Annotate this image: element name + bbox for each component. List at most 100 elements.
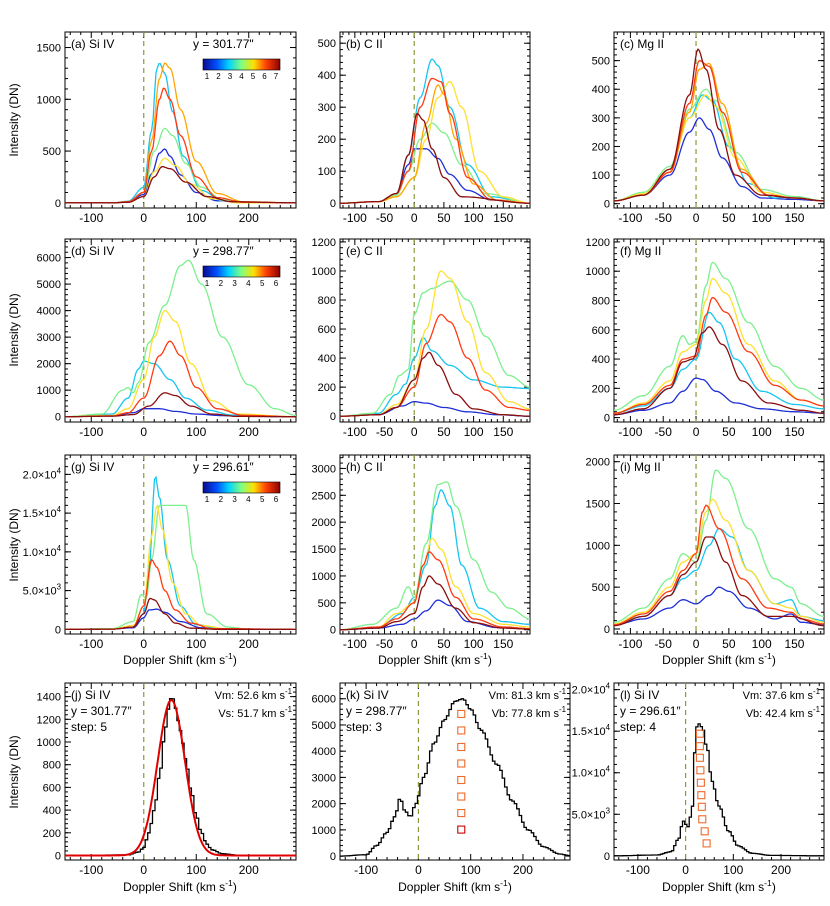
y-tick-label: 1200: [37, 714, 61, 726]
series-line-step1: [340, 148, 530, 204]
y-tick-label: 400: [318, 70, 336, 82]
y-tick-label: 3000: [312, 463, 336, 475]
x-tick-label: 150: [493, 211, 513, 225]
y-tick-label: 0: [330, 198, 336, 210]
series-line-step4: [340, 81, 530, 204]
x-tick-label: 100: [186, 863, 206, 877]
bisector-marker: [457, 742, 466, 752]
x-tick-label: 200: [239, 425, 259, 439]
x-tick-label: 0: [411, 637, 418, 651]
y-tick-label: 400: [43, 805, 61, 817]
series-line-step4: [340, 537, 530, 631]
y-tick-label: 200: [318, 134, 336, 146]
y-tick-label: 200: [592, 141, 610, 153]
x-axis-label: Doppler Shift (km s-1): [123, 651, 237, 667]
series-line-step6: [614, 504, 824, 626]
colorbar-tick: 7: [274, 72, 279, 81]
y-tick-label: 1500: [586, 499, 610, 511]
vm-label: Vm: 81.3 km s-1: [489, 687, 567, 702]
plot-frame: [613, 682, 825, 861]
colorbar-tick: 3: [232, 495, 237, 504]
panel-label: (a) Si IV: [71, 37, 114, 51]
y-tick-label: 1000: [37, 737, 61, 749]
y-tick-label: 300: [318, 102, 336, 114]
x-tick-label: 0: [140, 863, 147, 877]
series-line-step6: [614, 296, 824, 414]
x-tick-label: 200: [771, 863, 791, 877]
ylabel-row3: Intensity (DN): [7, 508, 21, 581]
panel-c: -100 -50 0 50 100 150 0 100 200 300 400 500 (c) Mg I…: [592, 31, 825, 225]
step-label: step: 5: [71, 720, 107, 734]
x-tick-label: 150: [784, 211, 804, 225]
y-tick-label: 0: [604, 624, 610, 636]
series-line-step2: [340, 489, 530, 631]
y-tick-label: 5.0×103: [23, 583, 62, 598]
series-line-step6: [65, 340, 296, 418]
y-tick-label: 200: [318, 382, 336, 394]
x-tick-label: 50: [437, 425, 451, 439]
y-tick-label: 1000: [37, 94, 61, 106]
series-line-step1: [614, 586, 824, 626]
plot-area: [614, 723, 824, 857]
bisector-marker: [696, 766, 705, 775]
series-line-step7: [65, 597, 296, 631]
x-tick-label: 0: [411, 211, 418, 225]
x-tick-label: 50: [437, 637, 451, 651]
plot-frame: [339, 31, 531, 209]
plot-area: [614, 261, 824, 416]
series-line-step7: [614, 536, 824, 627]
bisector-marker: [698, 815, 707, 824]
bisector-marker: [696, 778, 705, 787]
bisector-marker: [457, 792, 466, 801]
series-line-step6: [340, 551, 530, 631]
colorbar-tick: 2: [216, 72, 221, 81]
panel-h: -100 -50 0 50 100 150050010001500200025003000…: [312, 454, 531, 651]
x-tick-label: 200: [239, 637, 259, 651]
bisector-marker: [457, 809, 466, 818]
series-line-step7: [614, 326, 824, 416]
series-line-step1: [65, 608, 296, 631]
y-tick-label: 1500: [312, 544, 336, 556]
x-tick-label: 150: [784, 425, 804, 439]
y-tick-label: 400: [592, 84, 610, 96]
bisector-marker: [695, 753, 704, 762]
vb-label: Vb: 42.4 km s-1: [746, 705, 821, 720]
series-line-step4: [65, 309, 296, 418]
plot-area: [614, 469, 824, 627]
panel-label: (e) C II: [346, 244, 383, 258]
colorbar-tick: 3: [228, 72, 233, 81]
y-tick-label: 500: [592, 582, 610, 594]
plot-frame: [339, 238, 531, 423]
x-tick-label: 200: [239, 211, 259, 225]
colorbar-tick: 6: [274, 279, 279, 288]
x-tick-label: 100: [464, 211, 484, 225]
x-tick-label: 0: [693, 211, 700, 225]
x-tick-label: -50: [376, 637, 394, 651]
colorbar-tick: 3: [232, 279, 237, 288]
panel-l: -100 0 100 200 0 5.0×103 1.0×104 1.5×104 2.0×104…: [572, 682, 825, 877]
colorbar-tick: 1: [205, 495, 210, 504]
x-tick-label: 150: [784, 637, 804, 651]
y-tick-label: 400: [318, 353, 336, 365]
plot-frame: [613, 238, 825, 423]
bisector-marker: [702, 839, 711, 848]
panel-e: -100 -50 0 50 100 150 0 200 400 600 800 1000 1200 (e)…: [312, 237, 531, 439]
bisector-marker: [695, 742, 704, 751]
x-tick-label: -50: [376, 211, 394, 225]
bisector-marker: [457, 709, 466, 718]
plot-frame: [339, 454, 531, 635]
series-line-step7: [340, 575, 530, 631]
y-tick-label: 0: [330, 851, 336, 863]
series-line-step3: [65, 504, 296, 631]
x-tick-label: 100: [186, 425, 206, 439]
x-tick-label: -100: [79, 425, 103, 439]
vs-label: Vs: 51.7 km s-1: [218, 705, 292, 720]
y-tick-label: 400: [592, 354, 610, 366]
colorbar-tick: 5: [260, 495, 265, 504]
bisector-marker: [697, 791, 706, 800]
plot-area: [65, 62, 296, 204]
panel-j: -100 0 100 200 0 200 400 600 800 1000 1200 1400 (j) …: [37, 682, 297, 877]
x-tick-label: 150: [493, 637, 513, 651]
